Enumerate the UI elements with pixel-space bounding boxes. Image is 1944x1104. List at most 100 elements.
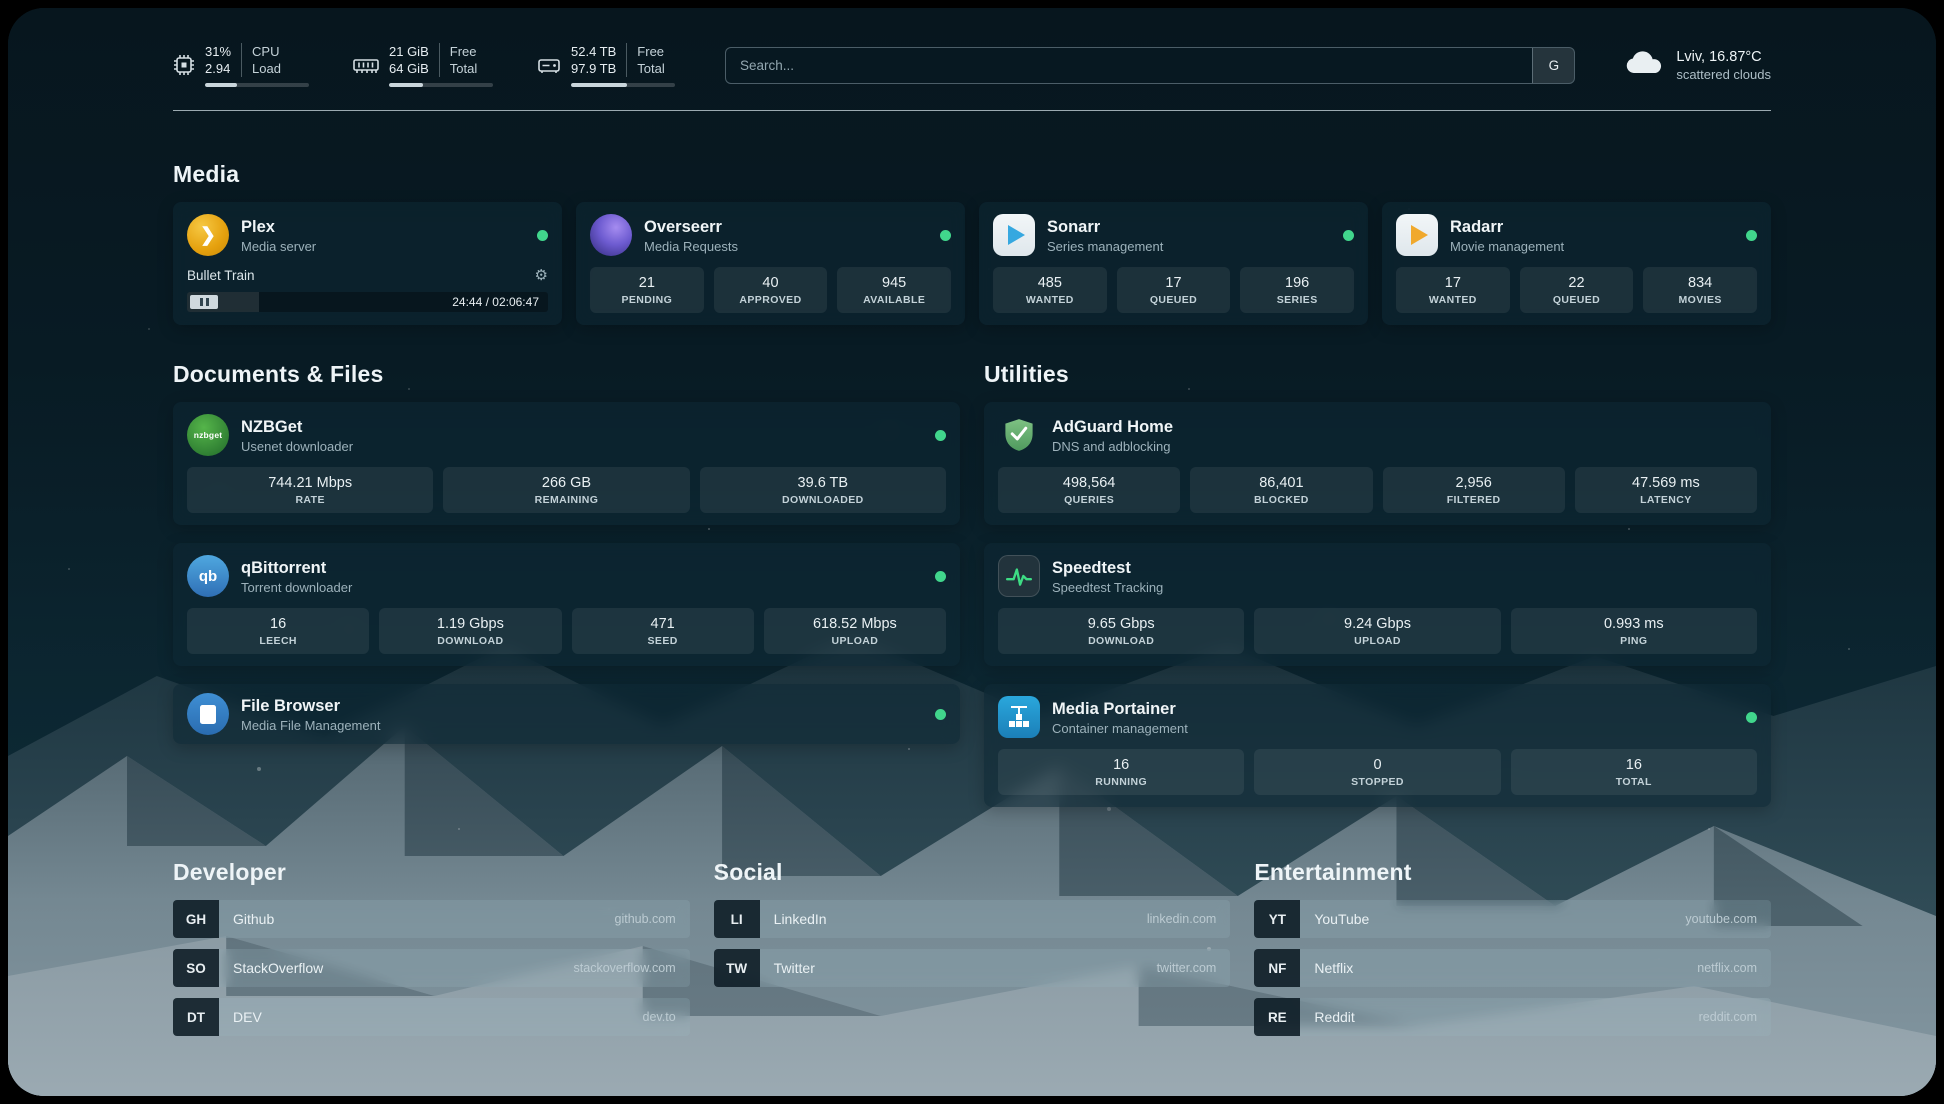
service-name: Media Portainer xyxy=(1052,699,1176,718)
service-card-speedtest[interactable]: Speedtest Speedtest Tracking 9.65 Gbps D… xyxy=(984,543,1771,666)
topbar: 31% 2.94 CPU Load xyxy=(173,34,1771,96)
service-subtitle: Movie management xyxy=(1450,238,1565,254)
bookmark-abbr: LI xyxy=(713,900,760,938)
stat-upload: 618.52 Mbps UPLOAD xyxy=(763,608,946,654)
ram-free-label: Free xyxy=(449,44,477,59)
sonarr-icon xyxy=(993,214,1035,256)
service-subtitle: Media File Management xyxy=(241,717,381,733)
bookmark-url: dev.to xyxy=(642,1010,676,1024)
status-dot-online xyxy=(537,229,548,241)
disk-free-label: Free xyxy=(637,44,665,59)
bookmark-name: Github xyxy=(233,911,275,927)
service-subtitle: Series management xyxy=(1047,238,1164,254)
ram-total: 64 GiB xyxy=(389,61,429,76)
bookmark-github[interactable]: GH Github github.com xyxy=(173,900,690,938)
section-title-entertainment: Entertainment xyxy=(1254,859,1412,885)
stat-filtered: 2,956 FILTERED xyxy=(1382,467,1565,513)
status-dot-online xyxy=(940,229,951,241)
stat-remaining: 266 GB REMAINING xyxy=(443,467,690,513)
status-dot-online xyxy=(1746,711,1757,723)
service-card-radarr[interactable]: Radarr Movie management 17 WANTED 22 QUE… xyxy=(1382,202,1771,325)
section-title-media: Media xyxy=(173,161,240,187)
disk-free: 52.4 TB xyxy=(571,44,617,59)
service-card-portainer[interactable]: Media Portainer Container management 16 … xyxy=(984,684,1771,807)
bookmark-linkedin[interactable]: LI LinkedIn linkedin.com xyxy=(713,900,1231,938)
service-subtitle: Usenet downloader xyxy=(241,438,354,454)
cloud-icon xyxy=(1623,49,1663,81)
pause-button[interactable] xyxy=(190,295,218,309)
section-media: Media ❯ Plex Media server Bullet Train ⚙ xyxy=(173,161,1771,325)
bookmark-name: DEV xyxy=(233,1009,262,1025)
stat-wanted: 485 WANTED xyxy=(993,267,1107,313)
cpu-progressbar xyxy=(205,83,309,87)
bookmark-name: LinkedIn xyxy=(773,911,827,927)
section-title-utilities: Utilities xyxy=(984,361,1069,387)
disk-total: 97.9 TB xyxy=(571,61,617,76)
bookmark-name: Twitter xyxy=(773,960,815,976)
service-name: Plex xyxy=(241,217,275,236)
filebrowser-icon xyxy=(187,693,229,735)
section-documents: Documents & Files nzbget NZBGet Usenet d… xyxy=(173,361,960,744)
service-name: Sonarr xyxy=(1047,217,1101,236)
bookmark-stackoverflow[interactable]: SO StackOverflow stackoverflow.com xyxy=(173,949,690,987)
stat-download: 9.65 Gbps DOWNLOAD xyxy=(998,608,1245,654)
bookmark-netflix[interactable]: NF Netflix netflix.com xyxy=(1254,949,1771,987)
cpu-percent: 31% xyxy=(205,44,232,59)
service-name: Overseerr xyxy=(644,217,722,236)
service-card-overseerr[interactable]: Overseerr Media Requests 21 PENDING 40 A… xyxy=(576,202,965,325)
search-provider-button[interactable]: G xyxy=(1532,47,1575,83)
bookmark-name: StackOverflow xyxy=(233,960,324,976)
stat-rate: 744.21 Mbps RATE xyxy=(187,467,434,513)
stat-stopped: 0 STOPPED xyxy=(1254,749,1501,795)
radarr-icon xyxy=(1396,214,1438,256)
bookmark-url: reddit.com xyxy=(1698,1010,1757,1024)
stat-ping: 0.993 ms PING xyxy=(1510,608,1757,654)
service-card-adguard[interactable]: AdGuard Home DNS and adblocking 498,564 … xyxy=(984,402,1771,525)
ram-progressbar xyxy=(389,83,493,87)
bookmark-abbr: RE xyxy=(1254,998,1301,1036)
cpu-icon xyxy=(173,54,195,76)
service-card-filebrowser[interactable]: File Browser Media File Management xyxy=(173,684,960,744)
service-card-plex[interactable]: ❯ Plex Media server Bullet Train ⚙ xyxy=(173,202,562,325)
stat-upload: 9.24 Gbps UPLOAD xyxy=(1254,608,1501,654)
bookmark-url: youtube.com xyxy=(1685,912,1757,926)
service-card-qbittorrent[interactable]: qb qBittorrent Torrent downloader 16 LEE… xyxy=(173,543,960,666)
status-dot-online xyxy=(935,570,946,582)
playback-time: 24:44 / 02:06:47 xyxy=(452,295,539,309)
stat-queued: 22 QUEUED xyxy=(1519,267,1634,313)
ram-free: 21 GiB xyxy=(389,44,429,59)
overseerr-icon xyxy=(590,214,632,256)
bookmark-name: Reddit xyxy=(1314,1009,1355,1025)
ram-metric: 21 GiB 64 GiB Free Total xyxy=(353,43,493,87)
bookmark-name: Netflix xyxy=(1314,960,1354,976)
service-card-sonarr[interactable]: Sonarr Series management 485 WANTED 17 Q… xyxy=(979,202,1368,325)
bookmark-reddit[interactable]: RE Reddit reddit.com xyxy=(1254,998,1771,1036)
bookmark-youtube[interactable]: YT YouTube youtube.com xyxy=(1254,900,1771,938)
playback-progressbar[interactable]: 24:44 / 02:06:47 xyxy=(187,292,548,312)
section-title-developer: Developer xyxy=(173,859,287,885)
stat-queries: 498,564 QUERIES xyxy=(998,467,1181,513)
portainer-icon xyxy=(998,696,1040,738)
bookmarks-social: Social LI LinkedIn linkedin.com TW Twitt… xyxy=(713,859,1231,987)
service-card-nzbget[interactable]: nzbget NZBGet Usenet downloader 744.21 M… xyxy=(173,402,960,525)
now-playing-title: Bullet Train xyxy=(187,267,255,283)
search-input[interactable] xyxy=(725,46,1576,84)
bookmark-abbr: GH xyxy=(173,900,219,938)
disk-progressbar xyxy=(571,83,675,87)
stat-latency: 47.569 ms LATENCY xyxy=(1574,467,1757,513)
stat-seed: 471 SEED xyxy=(571,608,754,654)
stat-running: 16 RUNNING xyxy=(998,749,1245,795)
ram-icon xyxy=(353,54,379,76)
cpu-load: 2.94 xyxy=(205,61,231,76)
service-subtitle: DNS and adblocking xyxy=(1052,438,1171,454)
disk-metric: 52.4 TB 97.9 TB Free Total xyxy=(537,43,675,87)
stat-blocked: 86,401 BLOCKED xyxy=(1190,467,1373,513)
disk-icon xyxy=(537,54,561,76)
settings-gear-icon[interactable]: ⚙ xyxy=(534,267,548,284)
stat-queued: 17 QUEUED xyxy=(1116,267,1231,313)
stat-available: 945 AVAILABLE xyxy=(837,267,951,313)
service-name: AdGuard Home xyxy=(1052,417,1174,436)
bookmark-dev[interactable]: DT DEV dev.to xyxy=(173,998,690,1036)
service-name: Radarr xyxy=(1450,217,1504,236)
bookmark-twitter[interactable]: TW Twitter twitter.com xyxy=(713,949,1231,987)
